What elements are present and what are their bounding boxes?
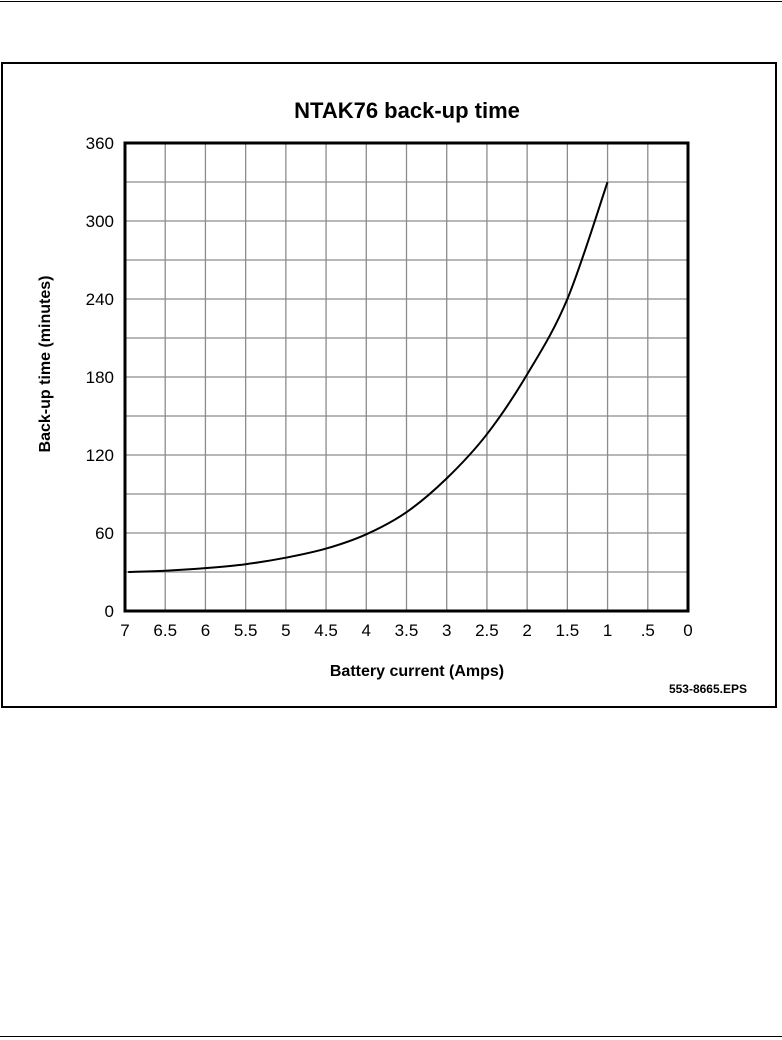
top-rule bbox=[0, 1, 782, 2]
backup-time-chart: 7 6.5 6 5.5 5 4.5 4 3.5 3 2.5 2 1.5 1.5 0 06012018024… bbox=[37, 98, 747, 696]
x-tick-label: 5 bbox=[281, 621, 290, 640]
series-line-backup-time bbox=[128, 181, 609, 573]
figure-frame: 7 6.5 6 5.5 5 4.5 4 3.5 3 2.5 2 1.5 1.5 0 0 60 120 180 24… bbox=[1, 62, 777, 708]
y-tick-label: 180 bbox=[86, 368, 114, 387]
x-tick-label: 0 bbox=[683, 621, 692, 640]
y-tick-labels: 0 60 120 180 240 300 360 bbox=[86, 134, 114, 621]
y-tick-label: 360 bbox=[86, 134, 114, 153]
y-tick-label: 60 bbox=[95, 524, 114, 543]
x-tick-label: 6.5 bbox=[153, 621, 177, 640]
x-tick-label: 3.5 bbox=[395, 621, 419, 640]
x-tick-labels: 7 6.5 6 5.5 5 4.5 4 3.5 3 2.5 2 1.5 1.5 0 bbox=[120, 621, 692, 640]
x-tick-label: 7 bbox=[120, 621, 129, 640]
y-tick-label: 0 bbox=[105, 602, 114, 621]
bottom-rule bbox=[0, 1036, 782, 1037]
y-tick-label: 240 bbox=[86, 290, 114, 309]
x-tick-label: 6 bbox=[201, 621, 210, 640]
x-tick-label: 1 bbox=[603, 621, 612, 640]
chart-title: NTAK76 back-up time bbox=[294, 98, 520, 123]
x-tick-label: .5 bbox=[641, 621, 655, 640]
grid bbox=[124, 143, 689, 611]
y-tick-label: 300 bbox=[86, 212, 114, 231]
x-tick-label: 5.5 bbox=[234, 621, 258, 640]
x-axis-label: Battery current (Amps) bbox=[330, 663, 504, 680]
figure-reference: 553-8665.EPS bbox=[669, 682, 747, 696]
y-axis-label: Back-up time (minutes) bbox=[37, 276, 54, 453]
x-tick-label: 4.5 bbox=[314, 621, 338, 640]
x-tick-label: 3 bbox=[442, 621, 451, 640]
x-tick-label: 4 bbox=[362, 621, 371, 640]
x-tick-label: 2.5 bbox=[475, 621, 499, 640]
x-tick-label: 2 bbox=[522, 621, 531, 640]
plot-area bbox=[123, 141, 690, 613]
y-tick-label: 120 bbox=[86, 446, 114, 465]
x-tick-label: 1.5 bbox=[556, 621, 580, 640]
